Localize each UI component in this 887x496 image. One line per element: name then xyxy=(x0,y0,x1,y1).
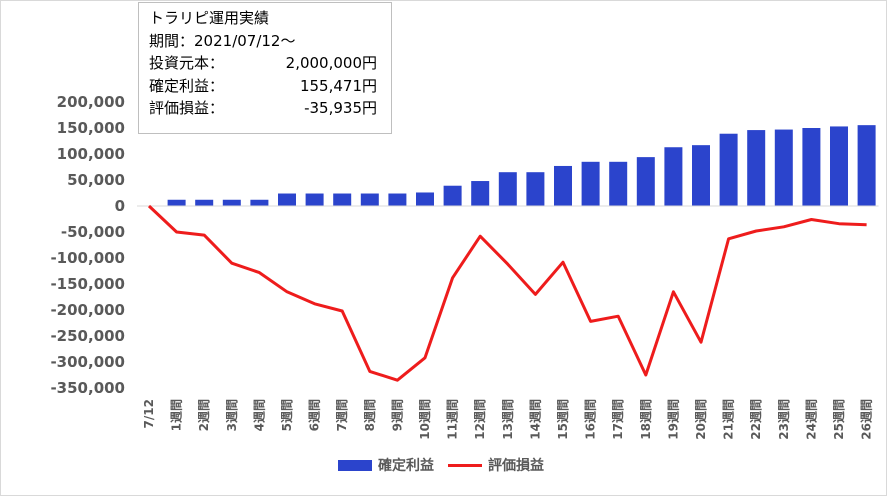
x-tick-label: 12週間 xyxy=(472,399,487,440)
profit-bar xyxy=(719,133,738,206)
profit-bar xyxy=(747,130,766,206)
info-period-label: 期間： xyxy=(149,31,195,50)
info-principal-value: 2,000,000円 xyxy=(285,54,377,72)
info-period-row: 期間： 2021/07/12～ xyxy=(149,30,391,53)
y-tick-label: 100,000 xyxy=(57,145,125,163)
x-tick-label: 1週間 xyxy=(169,399,184,431)
profit-bar xyxy=(664,147,683,206)
profit-bar xyxy=(471,181,490,206)
profit-bar xyxy=(498,172,517,206)
info-profit-value: 155,471円 xyxy=(299,76,377,95)
profit-bar xyxy=(802,128,821,206)
x-tick-label: 3週間 xyxy=(224,399,239,431)
x-tick-label: 26週間 xyxy=(859,399,874,440)
x-tick-label: 7週間 xyxy=(334,399,349,431)
profit-bar xyxy=(222,199,241,206)
x-tick-label: 21週間 xyxy=(721,399,736,440)
profit-bar xyxy=(692,145,710,206)
profit-bar xyxy=(857,125,876,206)
info-principal-label: 投資元本： xyxy=(149,54,225,72)
profit-bar xyxy=(554,165,572,206)
y-tick-label: 150,000 xyxy=(57,119,125,137)
x-tick-label: 4週間 xyxy=(251,399,266,431)
x-tick-label: 22週間 xyxy=(748,399,763,440)
info-unrealized-row: 評価損益： -35,935円 xyxy=(149,97,391,120)
y-tick-label: -200,000 xyxy=(50,301,125,319)
profit-bar xyxy=(443,185,462,206)
x-tick-label: 13週間 xyxy=(500,399,515,440)
y-tick-label: 50,000 xyxy=(67,171,125,189)
info-title-row: トラリピ運用実績 xyxy=(149,7,391,30)
profit-bar xyxy=(581,161,600,206)
legend-bar-label: 確定利益 xyxy=(378,458,434,474)
x-tick-label: 10週間 xyxy=(417,399,432,440)
x-tick-label: 17週間 xyxy=(610,399,625,440)
profit-bar xyxy=(830,126,848,206)
x-tick-label: 24週間 xyxy=(803,399,818,440)
profit-bar xyxy=(305,193,324,206)
profit-bar xyxy=(333,193,352,206)
info-box: トラリピ運用実績 期間： 2021/07/12～ 投資元本： 2,000,000円… xyxy=(138,2,392,134)
x-tick-label: 2週間 xyxy=(196,399,211,431)
info-period-value: 2021/07/12～ xyxy=(194,31,296,50)
profit-bar xyxy=(526,172,545,206)
y-tick-label: -50,000 xyxy=(61,223,125,241)
legend-bar-swatch xyxy=(338,459,372,471)
x-tick-label: 25週間 xyxy=(831,399,846,440)
info-title: トラリピ運用実績 xyxy=(149,9,270,27)
x-tick-label: 14週間 xyxy=(527,399,542,440)
y-tick-label: 0 xyxy=(115,197,125,215)
profit-bar xyxy=(774,129,793,206)
x-tick-label: 20週間 xyxy=(693,399,708,440)
profit-bar xyxy=(278,193,296,206)
x-tick-label: 11週間 xyxy=(445,399,460,440)
x-tick-label: 15週間 xyxy=(555,399,570,440)
x-tick-label: 18週間 xyxy=(638,399,653,440)
legend-line-swatch xyxy=(448,463,482,467)
x-tick-label: 6週間 xyxy=(307,399,322,431)
info-principal-row: 投資元本： 2,000,000円 xyxy=(149,52,391,75)
info-unrealized-label: 評価損益： xyxy=(149,99,225,117)
profit-bar xyxy=(195,199,214,206)
x-tick-label: 9週間 xyxy=(389,399,404,431)
profit-bar xyxy=(636,157,655,206)
profit-bar xyxy=(250,199,269,206)
profit-bar xyxy=(360,193,379,206)
x-tick-label: 5週間 xyxy=(279,399,294,431)
legend: 確定利益 評価損益 xyxy=(338,455,544,475)
x-tick-label: 8週間 xyxy=(362,399,377,431)
y-tick-label: -250,000 xyxy=(50,327,125,345)
x-tick-label: 7/12 xyxy=(142,399,156,428)
y-tick-label: -350,000 xyxy=(50,379,125,397)
x-tick-label: 19週間 xyxy=(665,399,680,440)
unrealized-pl-line xyxy=(147,204,867,382)
info-unrealized-value: -35,935円 xyxy=(304,99,377,117)
profit-bar xyxy=(167,199,186,206)
y-tick-label: -150,000 xyxy=(50,275,125,293)
y-tick-label: -300,000 xyxy=(50,353,125,371)
info-profit-row: 確定利益： 155,471円 xyxy=(149,75,391,98)
profit-bar xyxy=(416,192,434,206)
y-tick-label: -100,000 xyxy=(50,249,125,267)
y-tick-label: 200,000 xyxy=(57,93,125,111)
x-tick-label: 16週間 xyxy=(583,399,598,440)
legend-line-label: 評価損益 xyxy=(488,458,544,474)
info-profit-label: 確定利益： xyxy=(149,76,225,95)
x-tick-label: 23週間 xyxy=(776,399,791,440)
profit-bar xyxy=(388,193,407,206)
profit-bar xyxy=(609,161,628,206)
